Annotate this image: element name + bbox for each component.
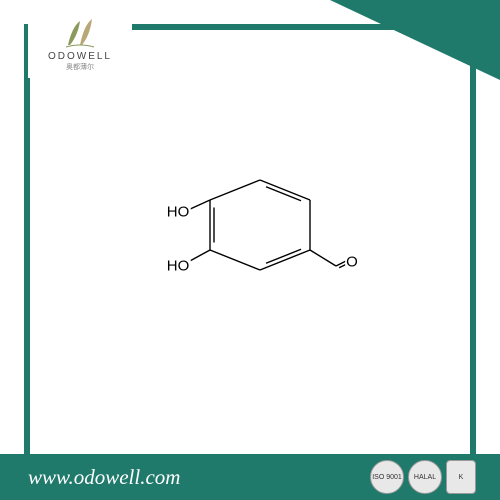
- iso-badge-icon: ISO 9001: [370, 460, 404, 494]
- brand-logo: ODOWELL 奥都薄尔: [28, 10, 132, 78]
- kosher-badge-icon: K: [446, 460, 476, 494]
- molecule-svg: [150, 170, 360, 310]
- brand-name: ODOWELL: [48, 51, 112, 62]
- footer-banner: www.odowell.com ISO 9001 HALAL K: [0, 454, 500, 500]
- molecule-diagram: HOHOO: [150, 170, 350, 310]
- brand-subtitle: 奥都薄尔: [66, 62, 94, 72]
- atom-label: HO: [166, 204, 191, 221]
- website-url: www.odowell.com: [28, 465, 370, 490]
- certification-badges: ISO 9001 HALAL K: [370, 460, 476, 494]
- atom-label: HO: [166, 258, 191, 275]
- leaf-icon: [58, 17, 102, 49]
- atom-label: O: [345, 254, 359, 271]
- halal-badge-icon: HALAL: [408, 460, 442, 494]
- corner-decoration: [330, 0, 500, 80]
